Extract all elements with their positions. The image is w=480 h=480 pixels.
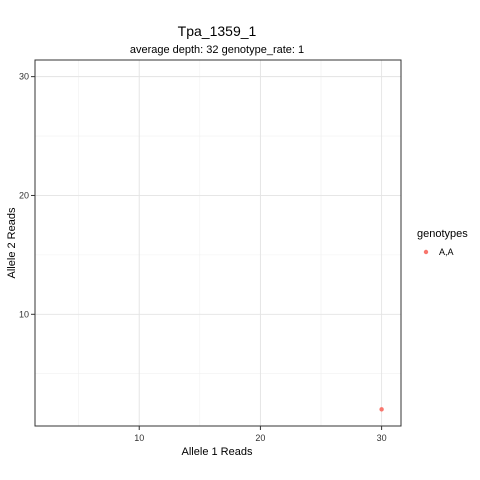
x-axis-label: Allele 1 Reads (182, 446, 253, 458)
axis-ticks: 10 20 30 10 20 30 (19, 72, 387, 443)
y-tick-label: 30 (19, 72, 29, 82)
chart-title: Tpa_1359_1 (178, 23, 257, 39)
x-tick-label: 20 (255, 433, 265, 443)
x-tick-label: 10 (134, 433, 144, 443)
plot-panel-background (35, 60, 401, 426)
data-point (379, 407, 384, 412)
legend-label: A,A (439, 247, 454, 257)
y-tick-label: 20 (19, 190, 29, 200)
chart-subtitle: average depth: 32 genotype_rate: 1 (130, 44, 304, 56)
data-points (379, 407, 384, 412)
y-tick-label: 10 (19, 309, 29, 319)
grid (35, 60, 401, 426)
x-tick-label: 30 (377, 433, 387, 443)
legend-key (423, 249, 429, 255)
y-axis-label: Allele 2 Reads (6, 207, 18, 278)
legend: genotypes A,A (417, 228, 468, 257)
legend-title: genotypes (417, 228, 468, 240)
legend-entries: A,A (423, 247, 454, 257)
plot-panel-border (34, 59, 402, 427)
